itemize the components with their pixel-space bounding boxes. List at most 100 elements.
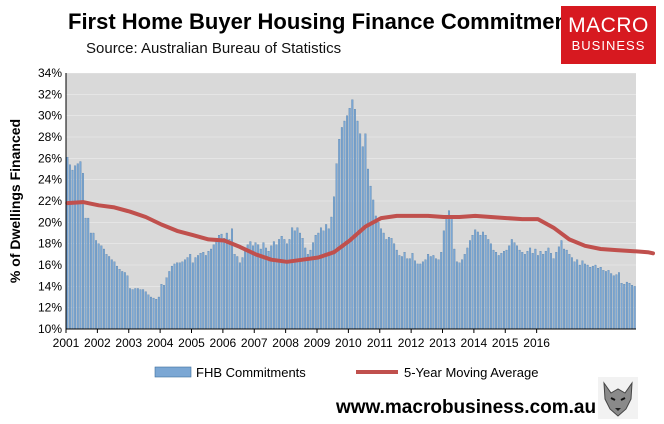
bar [278,239,281,330]
bar [163,285,165,330]
bar [610,273,613,330]
y-tick-label: 32% [38,87,62,101]
bar [238,262,241,330]
bar [618,272,620,330]
bar [623,284,626,330]
bar [207,251,210,330]
bar [325,224,328,330]
y-axis-label: % of Dwellings Financed [7,119,23,283]
bar [450,217,453,330]
bar [131,289,134,330]
bar [82,173,84,330]
bar [607,270,610,330]
bar [367,168,369,330]
bar [369,185,372,330]
bar [272,241,275,330]
website-url: www.macrobusiness.com.au [336,397,597,418]
y-tick-label: 22% [38,194,62,208]
x-tick-label: 2004 [147,336,174,350]
y-tick-label: 20% [38,215,62,229]
bar [557,246,560,330]
bar [189,254,192,330]
x-tick-label: 2003 [115,336,142,350]
bar [76,163,79,330]
bar [374,215,377,330]
bar [340,127,343,330]
bar [563,248,566,330]
bar [474,229,477,330]
bar [176,262,179,330]
bar [296,227,299,330]
y-tick-label: 30% [38,109,62,123]
y-tick-label: 14% [38,279,62,293]
bar [612,275,615,330]
bar [194,257,197,330]
x-tick-label: 2016 [523,336,550,350]
bar [568,254,571,330]
bar [150,296,152,330]
bar [204,255,207,330]
bar [534,248,537,330]
bar [288,239,291,330]
bar [191,262,194,330]
bar [236,256,239,330]
bar [299,232,301,330]
bar [95,240,98,330]
bar [249,241,252,330]
bar [197,255,199,330]
bar [102,248,105,330]
bar [225,232,228,330]
bar [160,284,163,330]
bar [479,235,482,330]
bar [497,255,500,330]
logo-line-1: MACRO [568,14,649,37]
bar [333,196,335,330]
bar [361,146,364,330]
bar [633,286,636,330]
bar [469,240,471,330]
bar [393,243,396,330]
bar [293,230,296,330]
chart-subtitle: Source: Australian Bureau of Statistics [86,40,342,57]
grid-lines [66,72,636,330]
wolf-mascot-icon [598,377,638,419]
bar [628,283,631,330]
bar [377,222,380,330]
chart-title: First Home Buyer Housing Finance Commitm… [68,9,588,34]
bar [184,259,186,330]
bar [625,281,628,330]
bar [408,258,411,330]
bar [492,249,495,330]
bar [181,261,184,330]
bar [604,271,607,330]
bar [356,120,359,330]
bar [584,263,586,330]
bar [244,248,247,330]
bar [259,248,262,330]
logo-line-2: BUSINESS [571,38,646,53]
bar [353,109,356,330]
legend-line-label: 5-Year Moving Average [404,365,538,380]
bar [576,259,579,330]
bar [387,237,390,330]
bar [275,244,278,330]
bar [210,248,213,330]
bar [199,253,202,330]
bar [591,265,594,330]
bar [252,245,254,330]
bar [338,139,341,330]
bar [435,258,437,330]
bar [555,252,558,330]
bar [395,249,398,330]
bar [510,239,513,330]
bar [165,277,168,330]
bar [92,232,95,330]
bar [372,199,375,330]
y-axis-ticks: 10% 12% 14% 16% 18% 20% 22% 24% 26% 28% 30% 32% 34% [38,66,62,336]
bar [544,251,547,330]
bar [523,254,526,330]
bar [573,261,576,330]
bar [466,247,469,330]
bar [233,254,236,330]
bar [416,263,419,330]
